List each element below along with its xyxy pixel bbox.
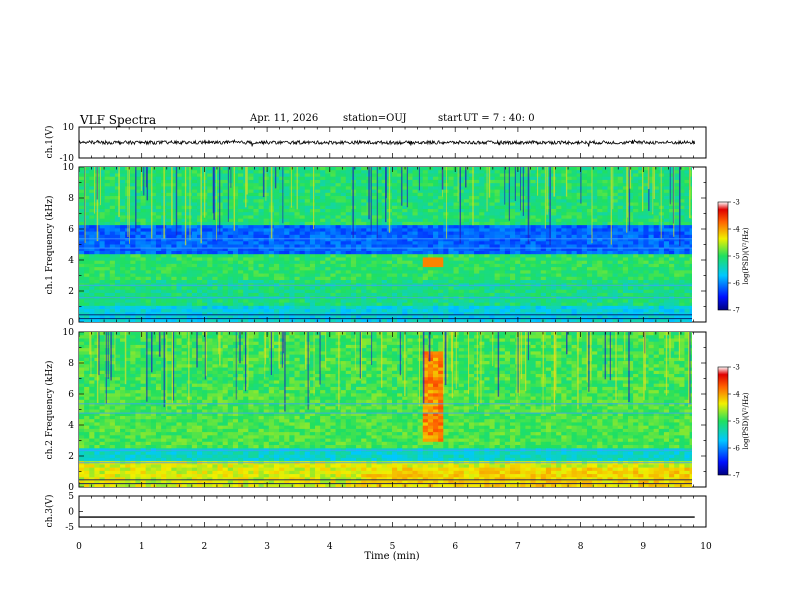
y-tick-label: 0 [68, 483, 74, 493]
y-tick-label: -10 [60, 154, 75, 164]
y-tick-label: 8 [68, 359, 74, 369]
ch3-waveform-ylabel: ch.3(V) [44, 495, 55, 528]
ch1-spectrogram [79, 167, 692, 322]
x-tick-label: 9 [640, 542, 646, 552]
colorbar-tick-label: -7 [733, 307, 740, 315]
colorbar-tick-label: -6 [733, 445, 740, 453]
ch1-colorbar [717, 201, 729, 311]
y-tick-label: 10 [63, 163, 75, 173]
ch1-colorbar-label: log(PSD)(V²/Hz) [742, 227, 750, 284]
y-tick-label: 2 [68, 287, 74, 297]
colorbar-tick-label: -3 [733, 364, 740, 372]
figure-title: VLF Spectra [80, 113, 157, 127]
y-tick-label: 5 [68, 492, 74, 502]
station-label: station=OUJ [343, 113, 407, 124]
x-tick-label: 0 [76, 542, 82, 552]
y-tick-label: 6 [68, 390, 74, 400]
y-tick-label: -5 [65, 523, 74, 533]
y-tick-label: 6 [68, 225, 74, 235]
colorbar-tick-label: -3 [733, 199, 740, 207]
colorbar-tick-label: -6 [733, 280, 740, 288]
x-tick-label: 1 [139, 542, 145, 552]
colorbar-tick-label: -7 [733, 472, 740, 480]
x-tick-label: 8 [578, 542, 584, 552]
x-tick-label: 4 [327, 542, 333, 552]
colorbar-tick-label: -4 [733, 226, 740, 234]
ch1-waveform-ylabel: ch.1(V) [44, 126, 55, 159]
ch2-colorbar-label: log(PSD)(V²/Hz) [742, 392, 750, 449]
start-label: start [438, 113, 462, 124]
colorbar-ticks: -3 -4 -5 -6 -7 -3 -4 -5 -6 -7 [728, 199, 740, 480]
ch2-colorbar [717, 366, 729, 476]
start-ut-label: UT = 7 : 40: 0 [463, 113, 535, 124]
ch1-waveform-trace [78, 138, 696, 147]
colorbar-tick-label: -5 [733, 253, 740, 261]
ch2-spectrogram-ylabel: ch.2 Frequency (kHz) [44, 361, 55, 460]
y-tick-label: 4 [68, 256, 74, 266]
x-tick-label: 6 [452, 542, 458, 552]
y-tick-label: 0 [68, 508, 74, 518]
colorbar-tick-label: -4 [733, 391, 740, 399]
ch2-spectrogram [79, 332, 692, 487]
y-tick-label: 4 [68, 421, 74, 431]
x-tick-label: 5 [390, 542, 396, 552]
y-tick-label: 8 [68, 194, 74, 204]
colorbar-tick-label: -5 [733, 418, 740, 426]
x-tick-label: 7 [515, 542, 521, 552]
x-axis-label: Time (min) [364, 551, 419, 562]
y-tick-label: 0 [68, 318, 74, 328]
x-tick-label: 2 [202, 542, 208, 552]
x-tick-label: 3 [264, 542, 270, 552]
y-tick-label: 10 [63, 123, 75, 133]
x-tick-label: 10 [700, 542, 712, 552]
y-tick-label: 2 [68, 452, 74, 462]
y-tick-label: 10 [63, 328, 75, 338]
date-label: Apr. 11, 2026 [250, 113, 319, 124]
ch1-spectrogram-ylabel: ch.1 Frequency (kHz) [44, 196, 55, 295]
